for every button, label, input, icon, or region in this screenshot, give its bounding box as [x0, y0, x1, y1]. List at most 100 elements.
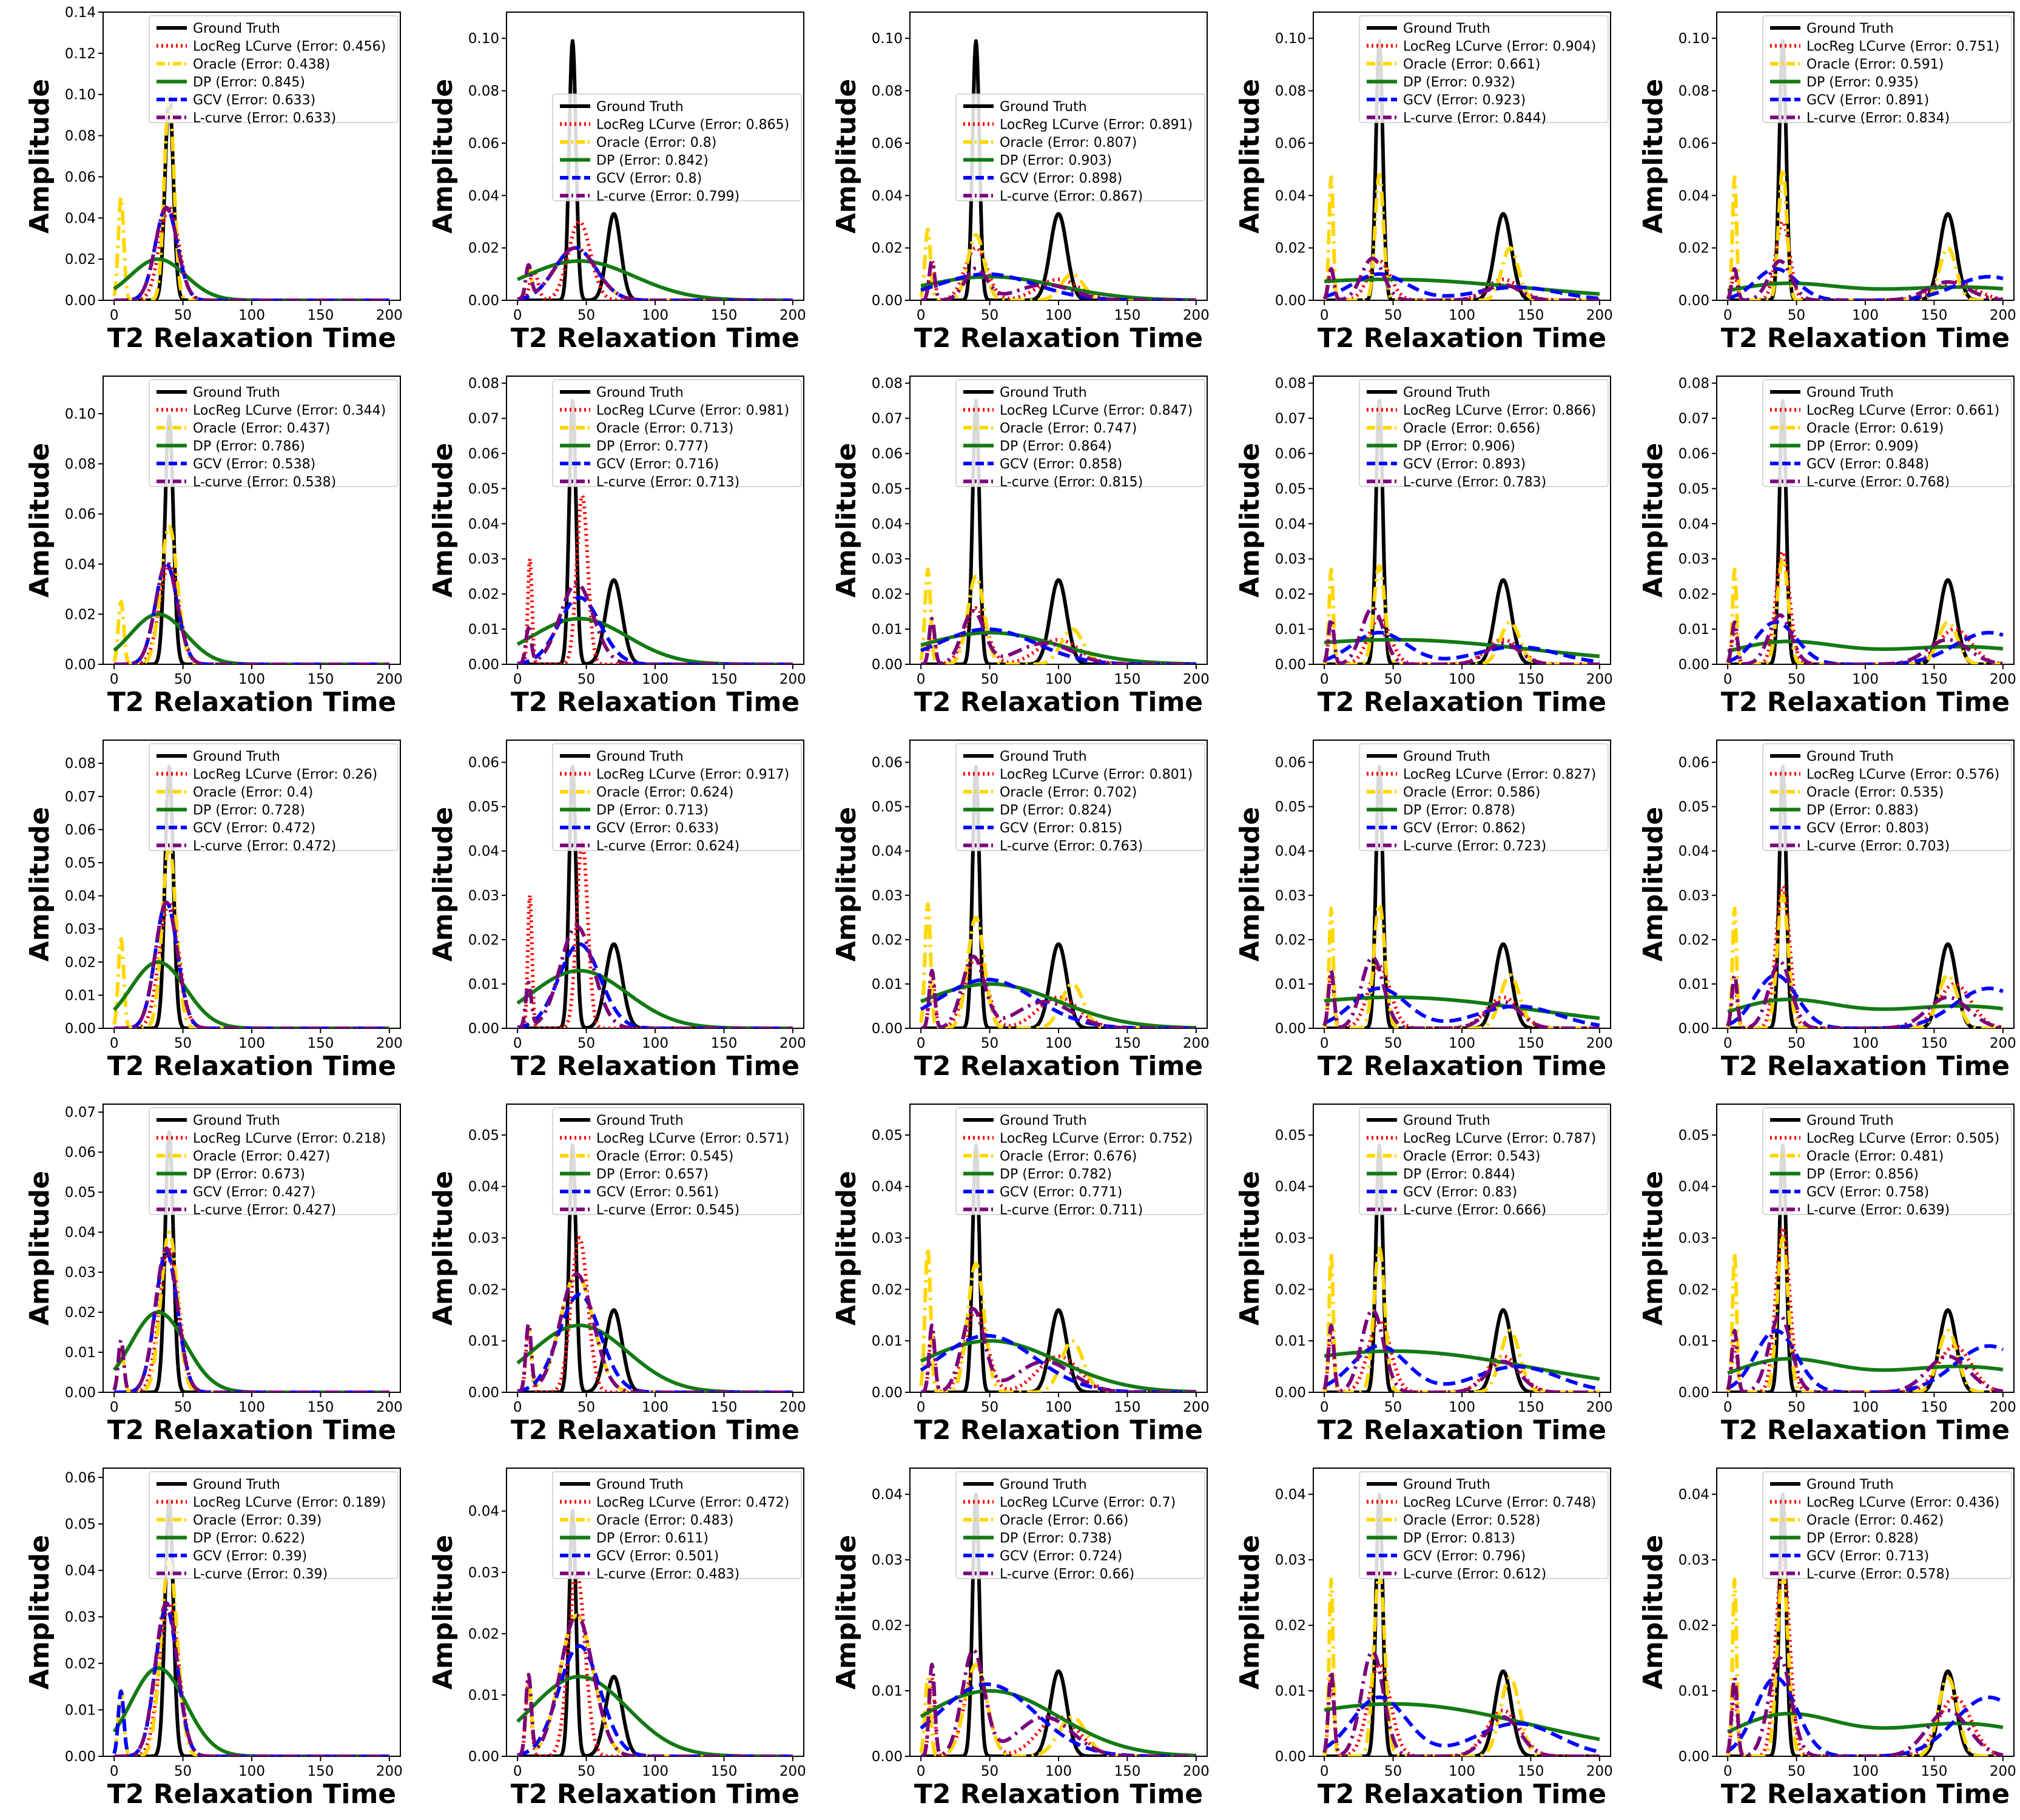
series-line-gcv — [113, 900, 391, 1028]
x-tick-label: 100 — [1045, 1036, 1072, 1051]
x-axis-label: T2 Relaxation Time — [914, 323, 1203, 354]
legend: Ground Truth LocReg LCurve (Error: 0.189)… — [149, 1471, 399, 1582]
series-group — [1726, 1143, 2004, 1392]
x-tick-label: 200 — [376, 672, 403, 687]
x-tick-label: 100 — [1045, 1400, 1072, 1415]
legend-entry: DP (Error: 0.906) — [1403, 439, 1515, 454]
series-line-oracle — [1322, 1246, 1601, 1392]
legend-entry: Ground Truth — [193, 749, 280, 764]
y-tick-label: 0.04 — [1678, 844, 1709, 860]
x-tick-label: 150 — [1517, 308, 1544, 323]
x-tick-label: 200 — [779, 672, 806, 687]
x-axis-label: T2 Relaxation Time — [914, 687, 1203, 718]
y-tick-label: 0.03 — [65, 922, 96, 937]
y-tick-label: 0.00 — [872, 1749, 903, 1765]
x-tick-label: 100 — [1045, 1764, 1072, 1779]
legend-entry: L-curve (Error: 0.545) — [596, 1203, 739, 1218]
x-tick-label: 50 — [1384, 1400, 1402, 1415]
legend-entry: LocReg LCurve (Error: 0.456) — [193, 39, 386, 55]
legend-entry: Ground Truth — [193, 1477, 280, 1492]
legend-entry: LocReg LCurve (Error: 0.26) — [193, 767, 377, 783]
legend-entry: Oracle (Error: 0.483) — [596, 1513, 733, 1528]
y-tick-label: 0.02 — [1275, 587, 1306, 602]
series-line-gcv — [1323, 986, 1601, 1028]
x-tick-label: 0 — [1723, 1036, 1732, 1051]
legend-entry: GCV (Error: 0.633) — [596, 821, 719, 836]
legend-entry: GCV (Error: 0.427) — [193, 1185, 315, 1200]
y-axis-label: Amplitude — [24, 807, 55, 962]
y-tick-label: 0.00 — [1678, 1749, 1709, 1765]
legend-entry: Oracle (Error: 0.543) — [1403, 1149, 1540, 1164]
y-tick-label: 0.01 — [65, 988, 96, 1003]
series-line-ground-truth — [113, 414, 391, 664]
y-tick-label: 0.02 — [468, 1626, 499, 1642]
y-tick-label: 0.00 — [1678, 1021, 1709, 1037]
legend-entry: LocReg LCurve (Error: 0.7) — [1000, 1495, 1176, 1511]
y-tick-label: 0.03 — [872, 1231, 903, 1247]
series-line-dp — [1726, 639, 2004, 653]
legend-entry: LocReg LCurve (Error: 0.344) — [193, 403, 386, 419]
legend-entry: GCV (Error: 0.538) — [193, 457, 315, 472]
y-tick-label: 0.06 — [1678, 136, 1709, 152]
x-tick-label: 200 — [1990, 672, 2016, 687]
legend-entry: Ground Truth — [1806, 1477, 1894, 1492]
legend-entry: Oracle (Error: 0.619) — [1806, 421, 1944, 436]
x-tick-label: 150 — [1114, 1400, 1140, 1415]
legend-entry: GCV (Error: 0.796) — [1403, 1549, 1526, 1564]
series-line-gcv — [1323, 1344, 1601, 1391]
legend-entry: Oracle (Error: 0.481) — [1806, 1149, 1944, 1164]
legend-entry: DP (Error: 0.786) — [193, 439, 305, 454]
y-tick-label: 0.04 — [65, 1225, 96, 1241]
legend-entry: DP (Error: 0.728) — [193, 803, 305, 818]
x-tick-label: 0 — [1320, 1764, 1329, 1779]
series-line-ground-truth — [516, 1509, 794, 1756]
y-tick-label: 0.03 — [1275, 888, 1306, 904]
legend-entry: LocReg LCurve (Error: 0.891) — [1000, 118, 1193, 133]
legend-entry: LocReg LCurve (Error: 0.847) — [1000, 403, 1193, 419]
y-tick-label: 0.02 — [1678, 1618, 1709, 1634]
series-line-ground-truth — [920, 1143, 1197, 1392]
series-line-ground-truth — [516, 764, 794, 1028]
y-axis-label: Amplitude — [831, 79, 862, 234]
y-tick-label: 0.03 — [1275, 551, 1306, 567]
legend-entry: GCV (Error: 0.39) — [193, 1549, 307, 1564]
x-tick-label: 150 — [1517, 1036, 1544, 1051]
legend-entry: L-curve (Error: 0.711) — [1000, 1203, 1143, 1218]
y-tick-label: 0.04 — [468, 844, 499, 860]
legend-entry: Oracle (Error: 0.702) — [1000, 785, 1137, 800]
y-tick-label: 0.01 — [1275, 977, 1306, 993]
legend-entry: GCV (Error: 0.724) — [1000, 1549, 1122, 1564]
x-tick-label: 0 — [917, 1036, 926, 1051]
x-axis-label: T2 Relaxation Time — [511, 687, 800, 718]
y-axis-label: Amplitude — [831, 443, 862, 598]
x-tick-label: 100 — [642, 308, 668, 323]
y-tick-label: 0.01 — [872, 622, 903, 638]
x-tick-label: 50 — [577, 1036, 595, 1051]
y-tick-label: 0.01 — [1275, 622, 1306, 638]
series-group — [919, 1143, 1197, 1392]
legend-entry: Oracle (Error: 0.591) — [1806, 57, 1944, 72]
x-tick-label: 50 — [981, 672, 998, 687]
x-axis-label: T2 Relaxation Time — [1318, 1779, 1606, 1810]
series-line-ground-truth — [113, 1498, 391, 1756]
x-axis-label: T2 Relaxation Time — [511, 323, 800, 354]
y-tick-label: 0.00 — [1678, 1385, 1709, 1401]
x-tick-label: 200 — [1586, 1036, 1613, 1051]
y-tick-label: 0.02 — [468, 1282, 499, 1298]
y-tick-label: 0.04 — [1275, 516, 1306, 532]
x-axis-label: T2 Relaxation Time — [107, 1779, 396, 1810]
series-line-gcv — [516, 246, 794, 300]
series-group — [112, 414, 391, 664]
x-tick-label: 100 — [1045, 308, 1072, 323]
y-tick-label: 0.03 — [65, 1609, 96, 1625]
legend-entry: DP (Error: 0.828) — [1806, 1531, 1919, 1546]
legend-entry: L-curve (Error: 0.624) — [596, 839, 739, 854]
legend-entry: LocReg LCurve (Error: 0.865) — [596, 118, 789, 133]
y-axis-label: Amplitude — [1234, 1535, 1265, 1690]
y-tick-label: 0.02 — [1275, 1618, 1306, 1634]
legend-entry: DP (Error: 0.813) — [1403, 1531, 1515, 1546]
series-group — [516, 1143, 794, 1392]
legend-entry: DP (Error: 0.883) — [1806, 803, 1919, 818]
series-line-dp — [1323, 995, 1601, 1020]
